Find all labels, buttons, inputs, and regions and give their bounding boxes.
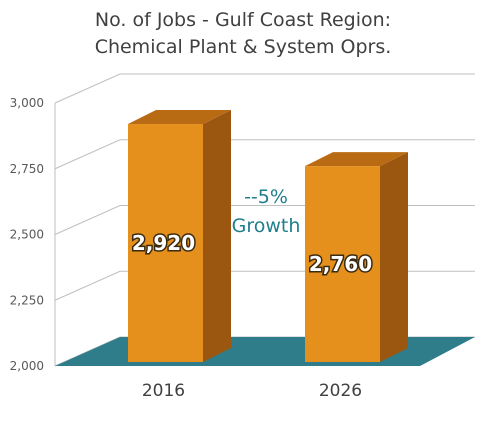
gridline (54, 73, 475, 104)
gridline (54, 139, 475, 170)
bar-side (203, 110, 231, 362)
bar-top (128, 110, 231, 125)
y-tick-label: 2,000 (10, 359, 44, 373)
bar-side (380, 152, 408, 362)
bars: 2,920 2,760 (128, 110, 408, 362)
y-tick-label: 2,500 (10, 228, 44, 242)
y-tick-label: 2,250 (10, 293, 44, 307)
bar-2016: 2,920 (128, 110, 231, 362)
bar-value-label: 2,920 (132, 231, 195, 255)
bar-front (305, 166, 380, 362)
bar-2026: 2,760 (305, 152, 408, 362)
bar-front (128, 124, 203, 362)
y-tick-label: 3,000 (10, 96, 44, 110)
y-axis: 2,000 2,250 2,500 2,750 3,000 (10, 96, 44, 373)
x-category-label: 2026 (319, 381, 362, 401)
growth-annotation-line2: Growth (232, 215, 301, 237)
x-category-label: 2016 (142, 381, 185, 401)
chart-floor (55, 337, 475, 366)
bar-top (305, 152, 408, 167)
bar-value-label: 2,760 (309, 252, 372, 276)
y-tick-label: 2,750 (10, 162, 44, 176)
x-axis: 2016 2026 (142, 381, 362, 401)
gridline (54, 270, 475, 301)
chart-subtitle: Chemical Plant & System Oprs. (95, 36, 392, 58)
floor-surface (55, 337, 475, 366)
chart-title: No. of Jobs - Gulf Coast Region: (95, 9, 391, 31)
growth-annotation-line1: --5% (244, 186, 288, 208)
